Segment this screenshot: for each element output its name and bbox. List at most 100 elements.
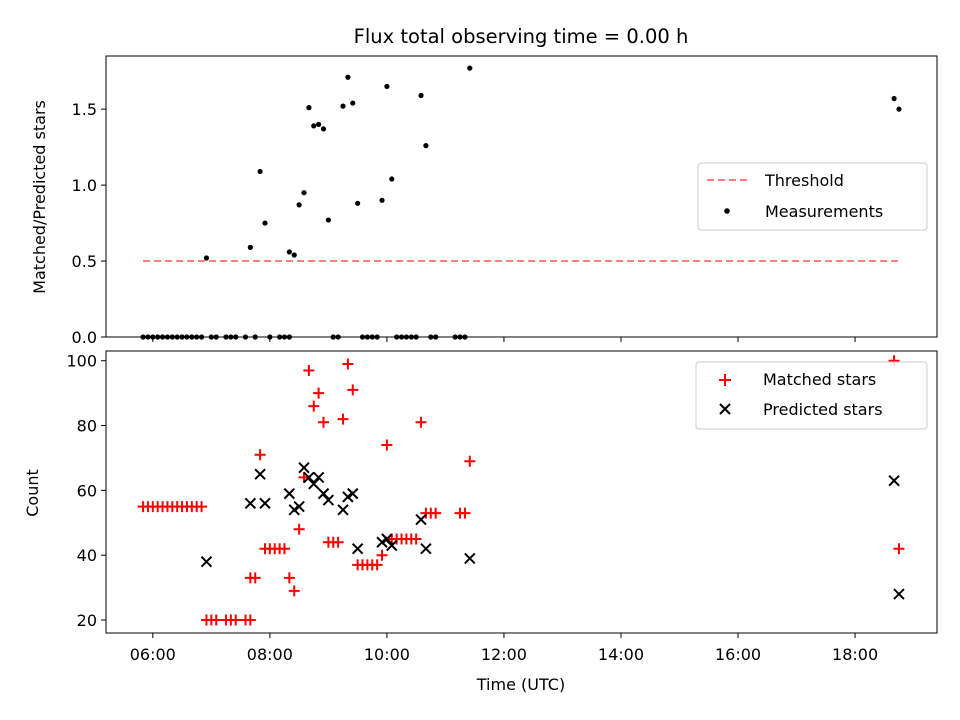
legend-threshold-label: Threshold <box>764 171 844 190</box>
measurement-point <box>296 202 302 208</box>
predicted-stars-point <box>420 543 432 555</box>
matched-stars-point <box>288 585 300 597</box>
measurement-point <box>247 244 253 250</box>
matched-stars-point <box>464 455 476 467</box>
matched-stars-point <box>278 543 290 555</box>
matched-stars-point <box>249 572 261 584</box>
legend-predicted-label: Predicted stars <box>763 400 883 419</box>
matched-stars-point <box>254 449 266 461</box>
measurement-point <box>340 103 346 109</box>
ratio-panel: Flux total observing time = 0.00 h Match… <box>30 25 938 347</box>
measurement-point <box>291 252 297 258</box>
predicted-stars-point <box>312 471 325 484</box>
legend-measurements-swatch <box>724 208 730 214</box>
measurement-point <box>316 121 322 127</box>
matched-stars-point <box>313 387 325 399</box>
predicted-stars-point <box>893 588 905 600</box>
matched-stars-point <box>210 614 222 626</box>
matched-stars-point <box>415 416 427 428</box>
predicted-stars-point <box>298 461 310 474</box>
x-tick-label: 14:00 <box>598 645 644 664</box>
predicted-stars-point <box>254 468 266 480</box>
top-plot-area <box>105 55 938 338</box>
bottom-legend: Matched stars Predicted stars <box>695 361 928 430</box>
matched-stars-point <box>308 400 320 412</box>
predicted-stars-point <box>415 513 427 526</box>
predicted-stars-point <box>888 474 900 487</box>
matched-stars-point <box>430 507 442 519</box>
predicted-stars-point <box>464 552 476 565</box>
x-tick-label: 06:00 <box>130 645 176 664</box>
y-tick-label: 60 <box>77 481 97 500</box>
bottom-plot-area <box>105 350 938 634</box>
matched-stars-point <box>376 549 388 561</box>
matched-stars-point <box>244 614 256 626</box>
x-tick-label: 16:00 <box>715 645 761 664</box>
measurement-point <box>345 74 351 80</box>
measurement-point <box>350 100 356 106</box>
x-axis-label: Time (UTC) <box>476 675 565 694</box>
measurement-point <box>262 220 268 226</box>
bottom-y-axis-label: Count <box>23 469 42 517</box>
y-tick-label: 1.5 <box>72 100 97 119</box>
measurement-point <box>891 95 897 102</box>
measurement-point <box>306 105 312 111</box>
chart-title: Flux total observing time = 0.00 h <box>354 25 689 48</box>
predicted-stars-point <box>337 504 349 516</box>
y-tick-label: 40 <box>77 546 97 565</box>
predicted-stars-point <box>317 487 330 500</box>
y-tick-label: 80 <box>77 417 97 436</box>
y-tick-label: 0.0 <box>72 328 97 347</box>
matched-stars-point <box>332 536 344 548</box>
predicted-stars-point <box>376 536 388 548</box>
top-y-axis-label: Matched/Predicted stars <box>30 100 49 294</box>
matched-stars-point <box>303 364 315 376</box>
y-tick-label: 0.5 <box>72 252 97 271</box>
matched-stars-point <box>196 501 208 513</box>
predicted-stars-point <box>347 487 359 500</box>
measurement-point <box>384 83 390 89</box>
predicted-stars-point <box>259 497 271 510</box>
matched-stars-point <box>337 413 349 425</box>
matched-stars-point <box>342 358 354 370</box>
predicted-stars-point <box>351 543 364 555</box>
matched-stars-point <box>381 439 393 451</box>
measurement-point <box>325 217 331 223</box>
measurement-point <box>311 123 317 129</box>
predicted-stars-point <box>381 533 393 545</box>
matched-stars-point <box>230 614 242 626</box>
measurement-point <box>423 143 429 149</box>
predicted-stars-point <box>303 471 315 484</box>
count-panel: Count Time (UTC) 06:00 08:00 10:00 12:00 14:… <box>23 350 938 694</box>
matched-stars-point <box>283 572 295 584</box>
measurement-point <box>379 197 385 203</box>
x-tick-label: 18:00 <box>832 645 878 664</box>
legend-measurements-label: Measurements <box>765 202 883 221</box>
matched-stars-point <box>893 543 905 555</box>
matched-stars-point <box>371 559 383 571</box>
measurement-point <box>320 126 327 132</box>
predicted-stars-point <box>200 555 213 568</box>
measurement-point <box>301 190 307 196</box>
predicted-stars-point <box>308 478 320 490</box>
legend-matched-swatch <box>719 374 731 386</box>
matched-stars-point <box>347 384 359 396</box>
legend-matched-label: Matched stars <box>763 370 876 389</box>
predicted-stars-point <box>283 487 296 500</box>
measurement-point <box>896 106 902 112</box>
x-tick-label: 10:00 <box>364 645 410 664</box>
y-tick-label: 100 <box>66 352 97 371</box>
measurement-point <box>389 176 395 182</box>
legend-predicted-swatch <box>719 403 731 415</box>
measurement-point <box>418 92 424 99</box>
x-tick-label: 08:00 <box>247 645 293 664</box>
y-tick-label: 1.0 <box>72 176 97 195</box>
measurement-point <box>286 249 292 255</box>
predicted-stars-point <box>322 494 335 506</box>
measurement-point <box>467 65 473 71</box>
predicted-stars-point <box>288 504 300 516</box>
matched-stars-point <box>318 416 330 428</box>
matched-stars-point <box>410 533 422 545</box>
measurement-point <box>203 255 210 261</box>
